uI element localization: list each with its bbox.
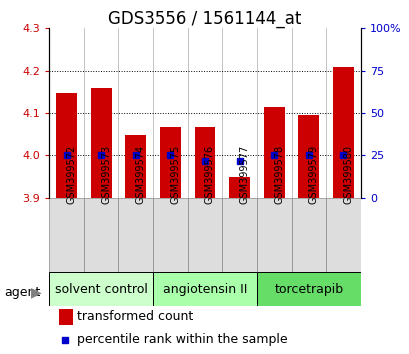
Bar bbox=[291, 198, 326, 272]
Text: ▶: ▶ bbox=[31, 285, 41, 299]
Bar bbox=[222, 198, 256, 272]
Bar bbox=[332, 67, 353, 198]
Bar bbox=[229, 177, 249, 198]
Bar bbox=[194, 127, 215, 198]
Text: solvent control: solvent control bbox=[54, 283, 147, 296]
Bar bbox=[49, 272, 153, 306]
Bar bbox=[83, 198, 118, 272]
Bar bbox=[58, 309, 72, 325]
Text: torcetrapib: torcetrapib bbox=[274, 283, 343, 296]
Bar bbox=[125, 135, 146, 198]
Bar bbox=[90, 88, 111, 198]
Text: GSM399576: GSM399576 bbox=[204, 145, 214, 204]
Bar bbox=[153, 272, 256, 306]
Text: GSM399579: GSM399579 bbox=[308, 145, 318, 204]
Text: percentile rank within the sample: percentile rank within the sample bbox=[77, 333, 287, 346]
Text: angiotensin II: angiotensin II bbox=[162, 283, 247, 296]
Bar bbox=[263, 107, 284, 198]
Text: GSM399580: GSM399580 bbox=[343, 145, 353, 204]
Title: GDS3556 / 1561144_at: GDS3556 / 1561144_at bbox=[108, 10, 301, 28]
Bar bbox=[56, 93, 77, 198]
Text: transformed count: transformed count bbox=[77, 310, 193, 323]
Bar bbox=[187, 198, 222, 272]
Bar bbox=[118, 198, 153, 272]
Bar bbox=[326, 198, 360, 272]
Text: GSM399574: GSM399574 bbox=[135, 145, 146, 204]
Bar bbox=[298, 115, 319, 198]
Bar bbox=[256, 272, 360, 306]
Text: agent: agent bbox=[4, 286, 40, 298]
Bar bbox=[49, 198, 83, 272]
Text: GSM399575: GSM399575 bbox=[170, 144, 180, 204]
Text: GSM399577: GSM399577 bbox=[239, 144, 249, 204]
Text: GSM399572: GSM399572 bbox=[66, 144, 76, 204]
Bar bbox=[153, 198, 187, 272]
Bar bbox=[160, 127, 180, 198]
Bar bbox=[256, 198, 291, 272]
Text: GSM399578: GSM399578 bbox=[274, 145, 283, 204]
Text: GSM399573: GSM399573 bbox=[101, 145, 111, 204]
